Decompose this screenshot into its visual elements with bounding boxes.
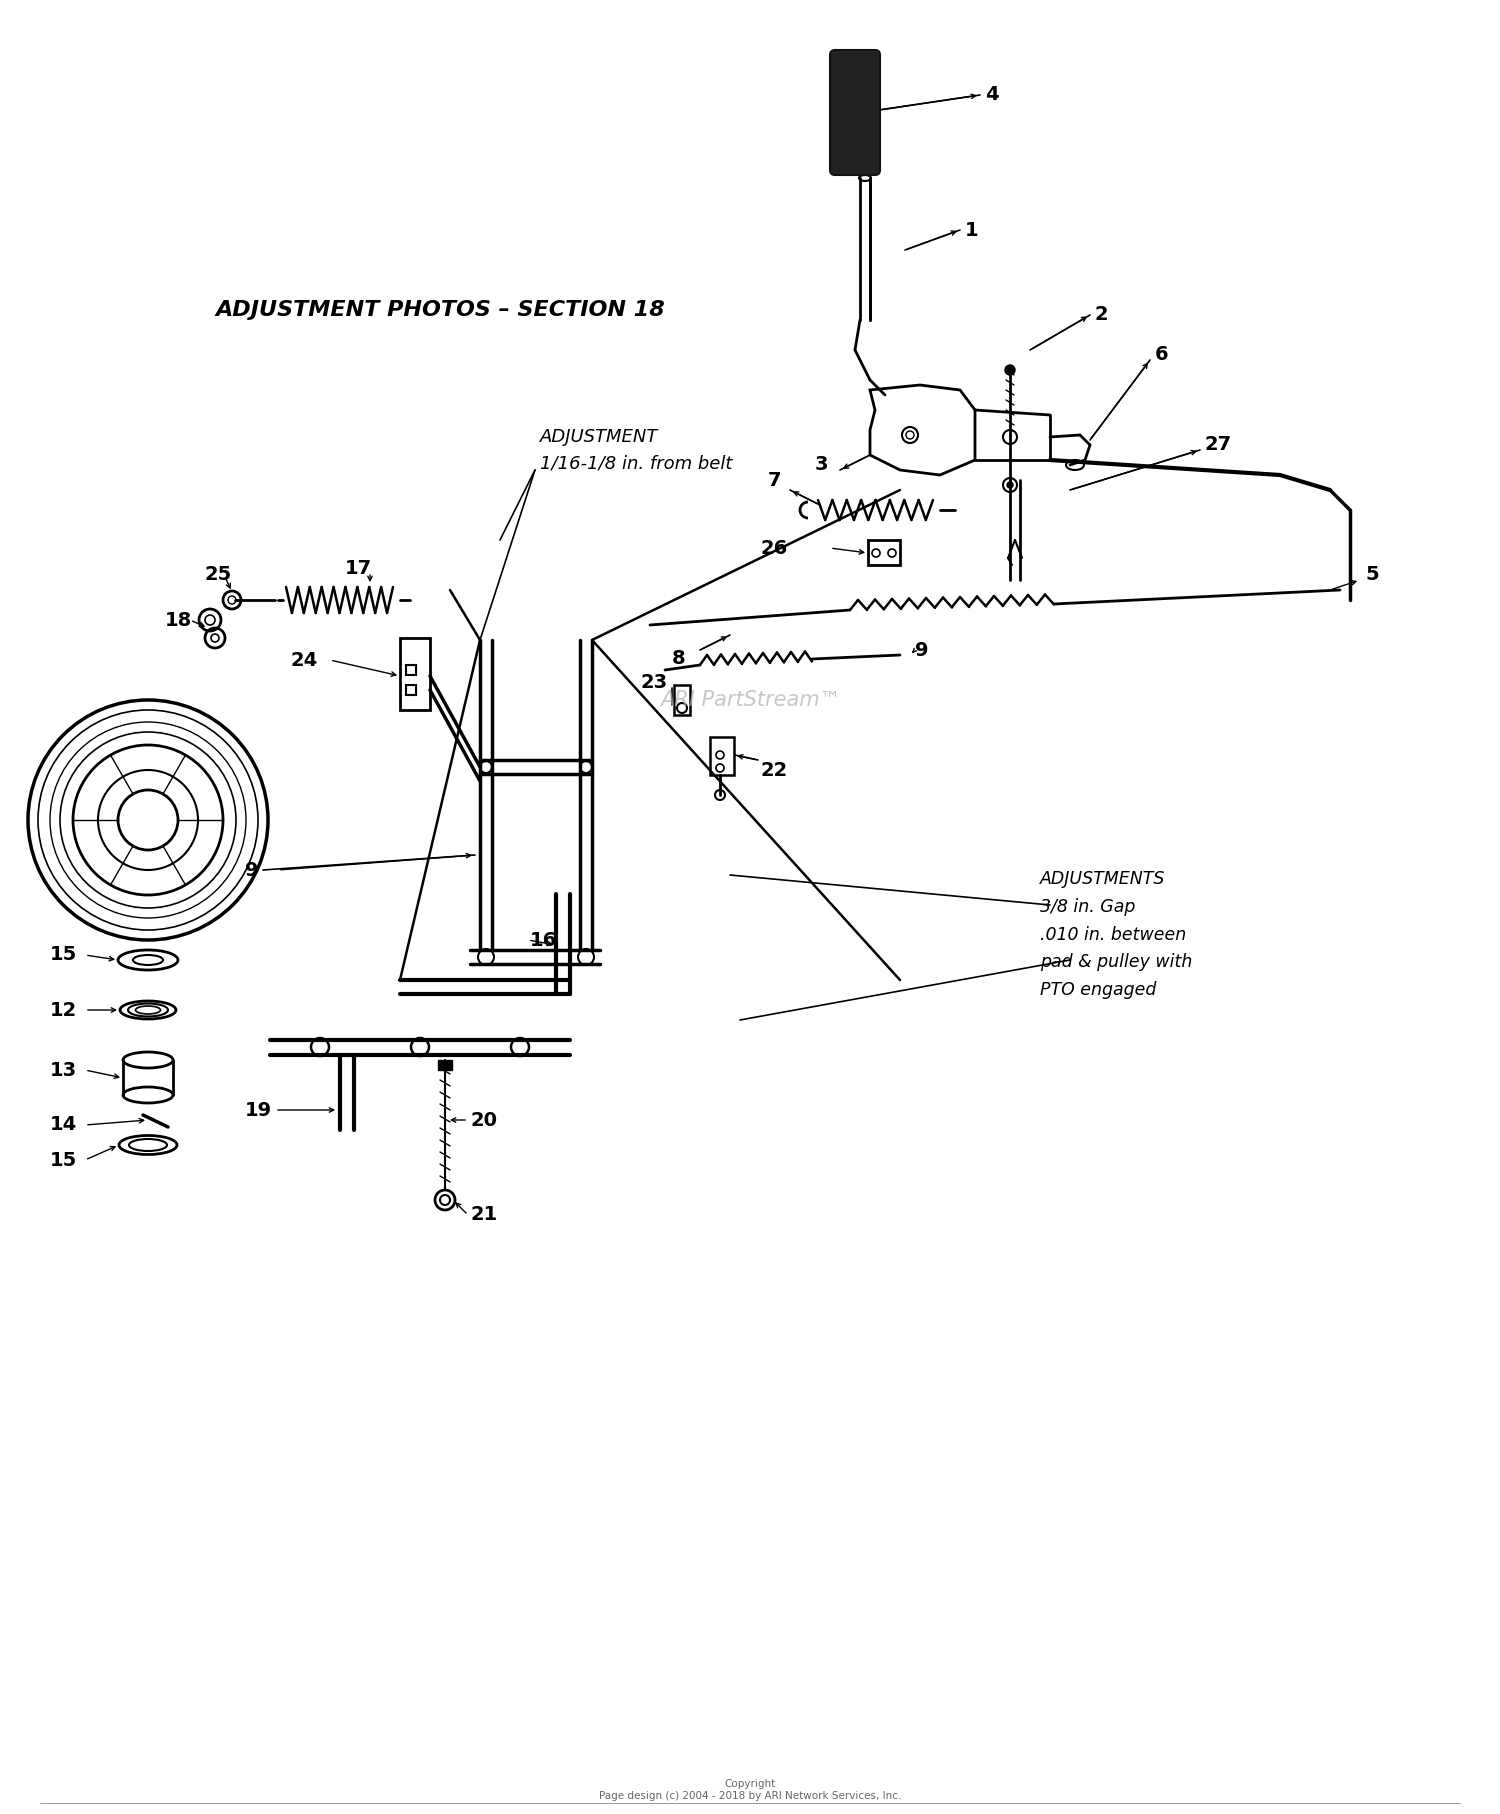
Ellipse shape xyxy=(134,954,164,965)
FancyBboxPatch shape xyxy=(438,1059,452,1070)
Text: 9: 9 xyxy=(244,860,258,880)
Text: 18: 18 xyxy=(165,611,192,629)
Text: 26: 26 xyxy=(760,539,788,557)
Ellipse shape xyxy=(135,1007,160,1014)
Circle shape xyxy=(716,791,724,800)
Circle shape xyxy=(1007,483,1013,488)
Text: 22: 22 xyxy=(760,760,788,780)
Text: 13: 13 xyxy=(50,1061,76,1079)
Text: 6: 6 xyxy=(1155,345,1168,365)
Text: ADJUSTMENTS
3/8 in. Gap
.010 in. between
pad & pulley with
PTO engaged: ADJUSTMENTS 3/8 in. Gap .010 in. between… xyxy=(1040,871,1193,1000)
Text: 2: 2 xyxy=(1095,305,1108,325)
Text: ADJUSTMENT PHOTOS – SECTION 18: ADJUSTMENT PHOTOS – SECTION 18 xyxy=(214,299,664,319)
Text: 4: 4 xyxy=(986,85,999,105)
Ellipse shape xyxy=(859,174,871,181)
Text: 3: 3 xyxy=(815,455,828,475)
Text: 15: 15 xyxy=(50,945,78,965)
Ellipse shape xyxy=(120,1001,176,1019)
Text: 16: 16 xyxy=(530,931,558,949)
Text: 19: 19 xyxy=(244,1101,272,1119)
Text: 1: 1 xyxy=(964,221,978,239)
Text: 15: 15 xyxy=(50,1150,78,1170)
Text: Copyright
Page design (c) 2004 - 2018 by ARI Network Services, Inc.: Copyright Page design (c) 2004 - 2018 by… xyxy=(598,1780,902,1801)
FancyBboxPatch shape xyxy=(830,51,880,174)
Circle shape xyxy=(1005,365,1016,375)
Text: 9: 9 xyxy=(915,640,928,660)
Text: 7: 7 xyxy=(768,470,782,490)
Ellipse shape xyxy=(123,1087,172,1103)
Text: 14: 14 xyxy=(50,1116,78,1134)
Ellipse shape xyxy=(129,1139,166,1152)
Text: ARI PartStream™: ARI PartStream™ xyxy=(660,689,840,709)
Text: 20: 20 xyxy=(470,1110,496,1130)
Text: 8: 8 xyxy=(672,648,686,668)
Ellipse shape xyxy=(118,951,178,970)
Text: 24: 24 xyxy=(290,651,318,669)
Text: 21: 21 xyxy=(470,1206,496,1224)
Circle shape xyxy=(1004,479,1017,492)
Text: ADJUSTMENT
1/16-1/8 in. from belt: ADJUSTMENT 1/16-1/8 in. from belt xyxy=(540,428,732,472)
Text: 25: 25 xyxy=(206,566,232,584)
Text: 23: 23 xyxy=(640,673,668,691)
Text: 5: 5 xyxy=(1365,566,1378,584)
Ellipse shape xyxy=(118,1136,177,1154)
Text: 12: 12 xyxy=(50,1001,78,1019)
Text: 27: 27 xyxy=(1204,435,1231,455)
Ellipse shape xyxy=(1066,461,1084,470)
Text: 17: 17 xyxy=(345,559,372,577)
Ellipse shape xyxy=(128,1003,168,1016)
Ellipse shape xyxy=(123,1052,172,1068)
